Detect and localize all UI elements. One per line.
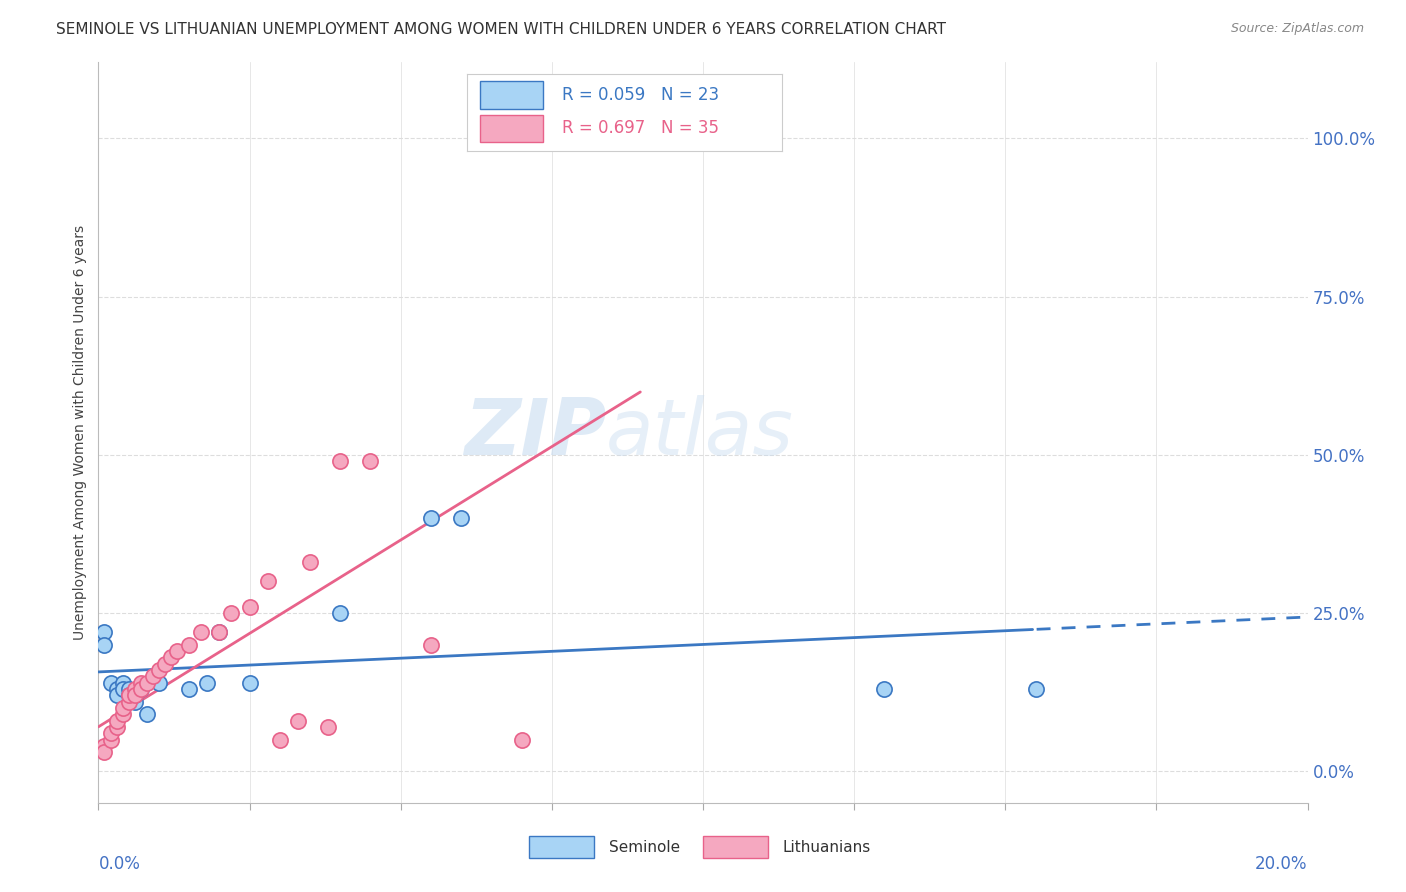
Text: ZIP: ZIP (464, 394, 606, 471)
Point (111, 707, 134, 722)
Point (208, 624, 231, 639)
Point (111, 675, 134, 690)
Point (105, 720, 128, 734)
Y-axis label: Unemployment Among Women with Children Under 6 years: Unemployment Among Women with Children U… (73, 225, 87, 640)
Point (195, 675, 218, 690)
Text: 0.0%: 0.0% (98, 855, 141, 872)
Point (100, 732, 122, 747)
Point (129, 681, 152, 696)
Point (100, 726, 122, 740)
Point (148, 663, 170, 677)
Point (239, 599, 262, 614)
Point (118, 681, 141, 696)
Point (124, 681, 146, 696)
Point (160, 650, 183, 665)
Text: 20.0%: 20.0% (1256, 855, 1308, 872)
Point (111, 681, 134, 696)
Point (124, 688, 146, 702)
Point (153, 657, 176, 671)
Point (135, 707, 157, 722)
Point (93, 624, 115, 639)
Point (105, 681, 128, 696)
Point (142, 669, 165, 683)
Point (510, 732, 533, 747)
Point (111, 701, 134, 715)
Point (124, 694, 146, 708)
Point (135, 675, 157, 690)
Point (93, 739, 115, 753)
Point (450, 511, 472, 525)
Point (105, 714, 128, 728)
Point (129, 681, 152, 696)
Point (287, 714, 309, 728)
Point (105, 688, 128, 702)
Point (93, 638, 115, 652)
Point (360, 454, 382, 468)
Point (148, 675, 170, 690)
Point (118, 688, 141, 702)
Point (179, 638, 201, 652)
Point (873, 681, 896, 696)
Point (190, 624, 212, 639)
Text: SEMINOLE VS LITHUANIAN UNEMPLOYMENT AMONG WOMEN WITH CHILDREN UNDER 6 YEARS CORR: SEMINOLE VS LITHUANIAN UNEMPLOYMENT AMON… (56, 22, 946, 37)
Point (166, 644, 188, 658)
Point (118, 694, 141, 708)
Point (269, 732, 291, 747)
Point (221, 606, 243, 620)
Point (316, 720, 339, 734)
Point (208, 624, 231, 639)
Point (129, 675, 152, 690)
Point (239, 675, 262, 690)
Point (329, 454, 352, 468)
Point (420, 511, 443, 525)
Text: Source: ZipAtlas.com: Source: ZipAtlas.com (1230, 22, 1364, 36)
Point (420, 638, 443, 652)
Text: atlas: atlas (606, 394, 794, 471)
Point (631, 125, 654, 139)
Point (179, 681, 201, 696)
Point (1024, 681, 1046, 696)
Point (118, 688, 141, 702)
Point (100, 675, 122, 690)
Point (93, 745, 115, 759)
Point (124, 688, 146, 702)
Point (329, 606, 352, 620)
Point (256, 574, 278, 589)
Point (299, 555, 322, 569)
